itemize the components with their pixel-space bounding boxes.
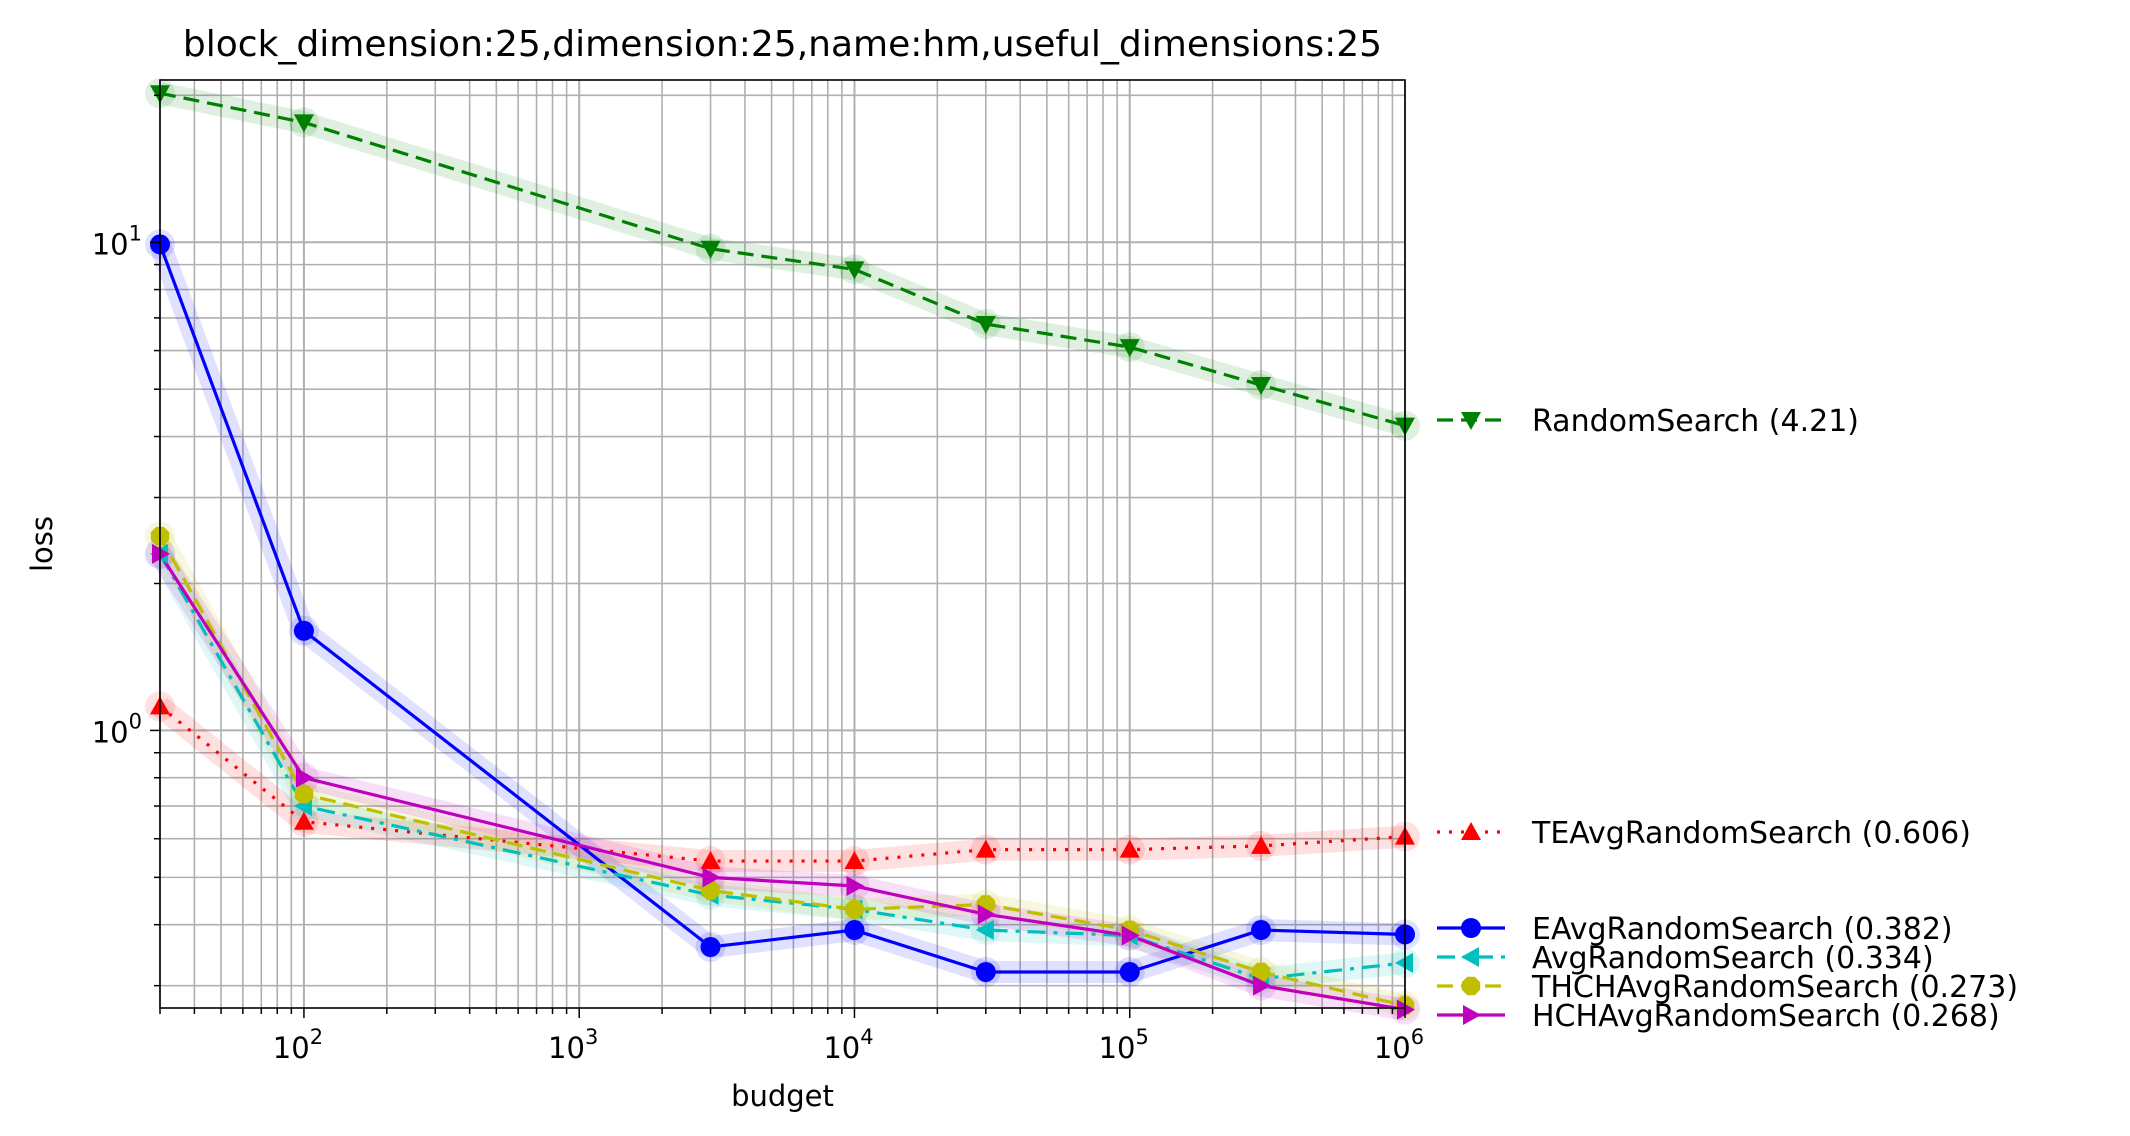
legend-label: HCHAvgRandomSearch (0.268): [1532, 999, 2000, 1034]
data-point: [977, 904, 996, 925]
data-point: [293, 811, 314, 830]
data-point: [844, 920, 865, 941]
y-axis-label: loss: [25, 516, 59, 572]
data-point: [844, 851, 865, 870]
legend: RandomSearch (4.21) TEAvgRandomSearch (0.…: [1437, 404, 2018, 1034]
data-point: [1397, 999, 1415, 1020]
series-line: [158, 243, 1406, 974]
legend-marker: [1461, 918, 1481, 938]
data-point: [846, 876, 865, 897]
data-point: [1251, 920, 1272, 941]
data-point: [700, 937, 721, 958]
data-point: [295, 767, 314, 788]
data-point: [1251, 835, 1272, 854]
data-point: [293, 620, 314, 641]
data-point: [294, 785, 314, 804]
data-point: [700, 240, 721, 259]
legend-label: TEAvgRandomSearch (0.606): [1531, 816, 1971, 851]
series-line: [159, 91, 1406, 428]
data-point: [700, 851, 721, 870]
y-tick-label: 100: [92, 709, 142, 749]
legend-marker: [1461, 947, 1479, 967]
data-point: [1121, 925, 1140, 946]
series-line: [158, 553, 1406, 981]
series-band: [157, 82, 1408, 437]
x-tick-label: 106: [1374, 1025, 1424, 1065]
data-point: [1395, 952, 1413, 973]
y-tick-label: 101: [92, 221, 142, 261]
series-line: [158, 535, 1406, 1008]
legend-label: RandomSearch (4.21): [1532, 404, 1859, 439]
series-band: [150, 548, 1407, 990]
data-point: [975, 961, 996, 982]
series-line: [158, 552, 1406, 1012]
grid-lines: [159, 80, 1406, 1008]
x-tick-label: 104: [823, 1025, 873, 1065]
plot-frame: [159, 79, 1406, 1009]
x-axis-label: budget: [731, 1079, 834, 1113]
data-point: [1251, 962, 1271, 982]
data-point: [1253, 975, 1272, 996]
data-point: [975, 920, 994, 941]
legend-label: AvgRandomSearch (0.334): [1532, 941, 1934, 976]
legend-marker: [1461, 412, 1481, 430]
series-line: [158, 705, 1406, 863]
data-point: [701, 881, 720, 900]
legend-label: THCHAvgRandomSearch (0.273): [1531, 970, 2018, 1005]
legend-marker: [1461, 822, 1481, 840]
data-point: [1119, 961, 1140, 982]
data-point: [702, 867, 721, 888]
data-point: [975, 316, 996, 335]
x-tick-label: 103: [548, 1025, 598, 1065]
chart-title: block_dimension:25,dimension:25,name:hm,…: [183, 24, 1382, 65]
data-point: [975, 839, 996, 858]
legend-label: EAvgRandomSearch (0.382): [1532, 912, 1953, 947]
series-lines: [158, 91, 1406, 1012]
data-point: [152, 543, 170, 564]
axis-ticks: 102 103 104 105 106 100 101: [92, 94, 1424, 1065]
x-tick-label: 102: [273, 1025, 323, 1065]
data-point: [293, 114, 314, 133]
data-point: [844, 261, 865, 280]
x-tick-label: 105: [1099, 1025, 1149, 1065]
data-point: [1119, 839, 1140, 858]
data-point: [1251, 377, 1272, 396]
legend-marker: [1463, 1005, 1481, 1025]
data-point: [845, 900, 864, 919]
legend-marker: [1461, 976, 1481, 996]
data-point: [1119, 339, 1140, 358]
